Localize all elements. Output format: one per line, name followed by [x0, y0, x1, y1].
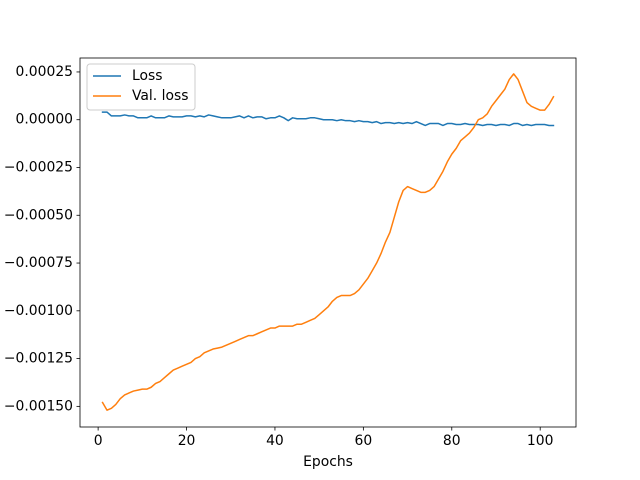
x-axis-label: Epochs — [303, 454, 353, 470]
x-tick-label: 40 — [266, 433, 284, 449]
plot-frame — [79, 57, 577, 428]
x-tick-label: 60 — [355, 433, 373, 449]
x-tick-label: 0 — [94, 433, 103, 449]
x-tick-label: 20 — [178, 433, 196, 449]
y-tick-label: −0.00050 — [4, 207, 73, 223]
y-tick-label: −0.00150 — [4, 398, 73, 414]
y-tick-label: 0.00000 — [16, 112, 73, 128]
legend: Loss Val. loss — [86, 63, 196, 111]
legend-label: Loss — [132, 68, 162, 84]
legend-label: Val. loss — [132, 88, 188, 104]
y-tick-label: −0.00125 — [4, 351, 73, 367]
y-tick-label: −0.00025 — [4, 159, 73, 175]
y-tick-label: −0.00100 — [4, 303, 73, 319]
series-line — [101, 73, 555, 411]
y-tick-label: −0.00075 — [4, 255, 73, 271]
x-tick-label: 100 — [527, 433, 554, 449]
x-tick-label: 80 — [443, 433, 461, 449]
series-line — [101, 111, 555, 127]
y-tick-label: 0.00025 — [16, 64, 73, 80]
